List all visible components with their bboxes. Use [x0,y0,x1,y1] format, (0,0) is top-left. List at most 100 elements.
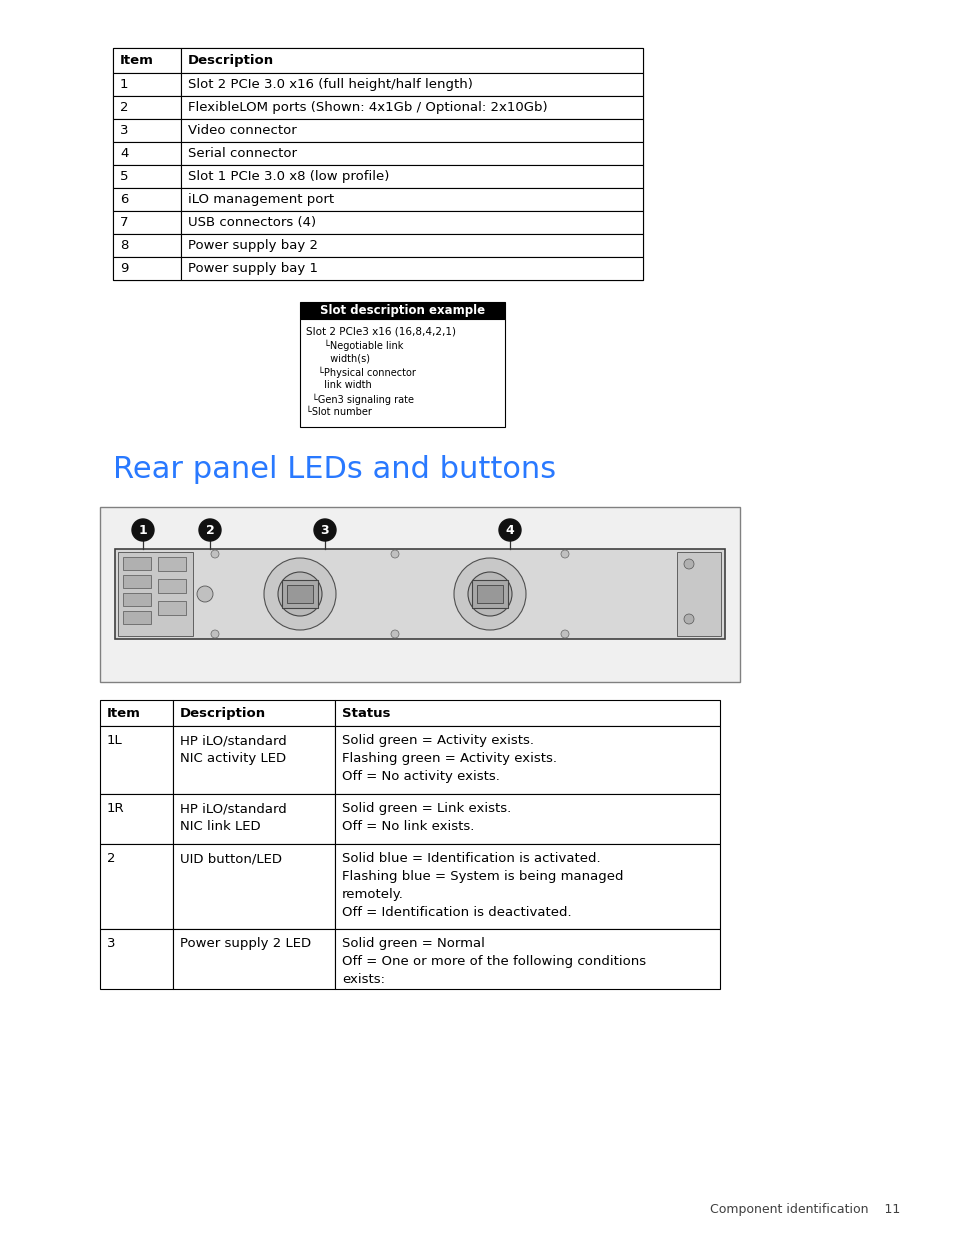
Bar [123,557,151,571]
Bar [181,165,642,188]
Text: └Physical connector: └Physical connector [317,367,416,378]
Text: 7: 7 [120,216,129,228]
Text: Solid green = Normal
Off = One or more of the following conditions
exists:: Solid green = Normal Off = One or more o… [341,937,645,986]
Text: Power supply bay 2: Power supply bay 2 [188,240,317,252]
Text: Item: Item [107,706,141,720]
Bar [118,552,193,636]
Bar [112,73,181,96]
Bar [172,929,335,989]
Bar [112,188,181,211]
Bar [335,794,720,844]
Bar [335,700,720,726]
Bar [335,726,720,794]
Bar [472,580,507,608]
Bar [181,257,642,280]
Text: 1: 1 [120,78,129,91]
Circle shape [277,572,322,616]
Text: └Gen3 signaling rate: └Gen3 signaling rate [312,394,414,405]
Text: Power supply bay 1: Power supply bay 1 [188,262,317,275]
Text: 1L: 1L [107,734,123,747]
Bar [100,700,172,726]
Text: 3: 3 [320,524,329,536]
Text: Status: Status [341,706,390,720]
Bar [181,119,642,142]
Text: 8: 8 [120,240,129,252]
Text: Solid green = Activity exists.
Flashing green = Activity exists.
Off = No activi: Solid green = Activity exists. Flashing … [341,734,557,783]
Bar [112,233,181,257]
Bar [181,96,642,119]
Text: 4: 4 [505,524,514,536]
Bar [181,48,642,73]
Circle shape [211,630,219,638]
Text: 4: 4 [120,147,129,161]
Circle shape [560,550,568,558]
Circle shape [498,519,520,541]
Text: Rear panel LEDs and buttons: Rear panel LEDs and buttons [112,454,556,484]
Bar [100,726,172,794]
Circle shape [211,550,219,558]
Bar [181,211,642,233]
Text: Slot 2 PCIe 3.0 x16 (full height/half length): Slot 2 PCIe 3.0 x16 (full height/half le… [188,78,473,91]
Text: HP iLO/standard
NIC activity LED: HP iLO/standard NIC activity LED [180,734,287,764]
Text: 3: 3 [107,937,115,950]
Text: 5: 5 [120,170,129,183]
Circle shape [314,519,335,541]
Bar [100,508,740,682]
Bar [100,794,172,844]
Bar [172,794,335,844]
Bar [123,611,151,624]
Bar [112,211,181,233]
Bar [112,257,181,280]
Bar [181,142,642,165]
Text: Component identification    11: Component identification 11 [709,1203,899,1216]
Text: link width: link width [317,380,372,390]
Circle shape [391,550,398,558]
Text: └Negotiable link: └Negotiable link [324,340,403,351]
Circle shape [683,559,693,569]
Bar [158,557,186,571]
Text: Power supply 2 LED: Power supply 2 LED [180,937,311,950]
Bar [335,844,720,929]
Bar [123,593,151,606]
Text: 1: 1 [138,524,147,536]
Bar [100,929,172,989]
Bar [299,303,504,319]
Bar [181,73,642,96]
Circle shape [199,519,221,541]
Bar [158,579,186,593]
Circle shape [468,572,512,616]
Bar [123,576,151,588]
Bar [181,233,642,257]
Text: Description: Description [180,706,266,720]
Text: Video connector: Video connector [188,124,296,137]
Bar [100,844,172,929]
Bar [112,48,181,73]
Text: UID button/LED: UID button/LED [180,852,282,864]
Text: Item: Item [120,54,153,67]
Bar [181,188,642,211]
Text: Slot 2 PCIe3 x16 (16,8,4,2,1): Slot 2 PCIe3 x16 (16,8,4,2,1) [306,326,456,336]
Text: Solid blue = Identification is activated.
Flashing blue = System is being manage: Solid blue = Identification is activated… [341,852,623,919]
Text: FlexibleLOM ports (Shown: 4x1Gb / Optional: 2x10Gb): FlexibleLOM ports (Shown: 4x1Gb / Option… [188,101,547,114]
Text: iLO management port: iLO management port [188,193,334,206]
Bar [115,550,724,638]
Circle shape [264,558,335,630]
Bar [299,319,504,427]
Text: Solid green = Link exists.
Off = No link exists.: Solid green = Link exists. Off = No link… [341,802,511,832]
Circle shape [196,585,213,601]
Text: Serial connector: Serial connector [188,147,296,161]
Bar [172,726,335,794]
Bar [158,601,186,615]
Circle shape [683,614,693,624]
Text: 6: 6 [120,193,129,206]
Bar [112,96,181,119]
Text: width(s): width(s) [324,353,370,363]
Text: Description: Description [188,54,274,67]
Text: HP iLO/standard
NIC link LED: HP iLO/standard NIC link LED [180,802,287,832]
Bar [112,165,181,188]
Text: USB connectors (4): USB connectors (4) [188,216,315,228]
Text: 3: 3 [120,124,129,137]
Text: 9: 9 [120,262,129,275]
Text: 1R: 1R [107,802,125,815]
Bar [476,585,502,603]
